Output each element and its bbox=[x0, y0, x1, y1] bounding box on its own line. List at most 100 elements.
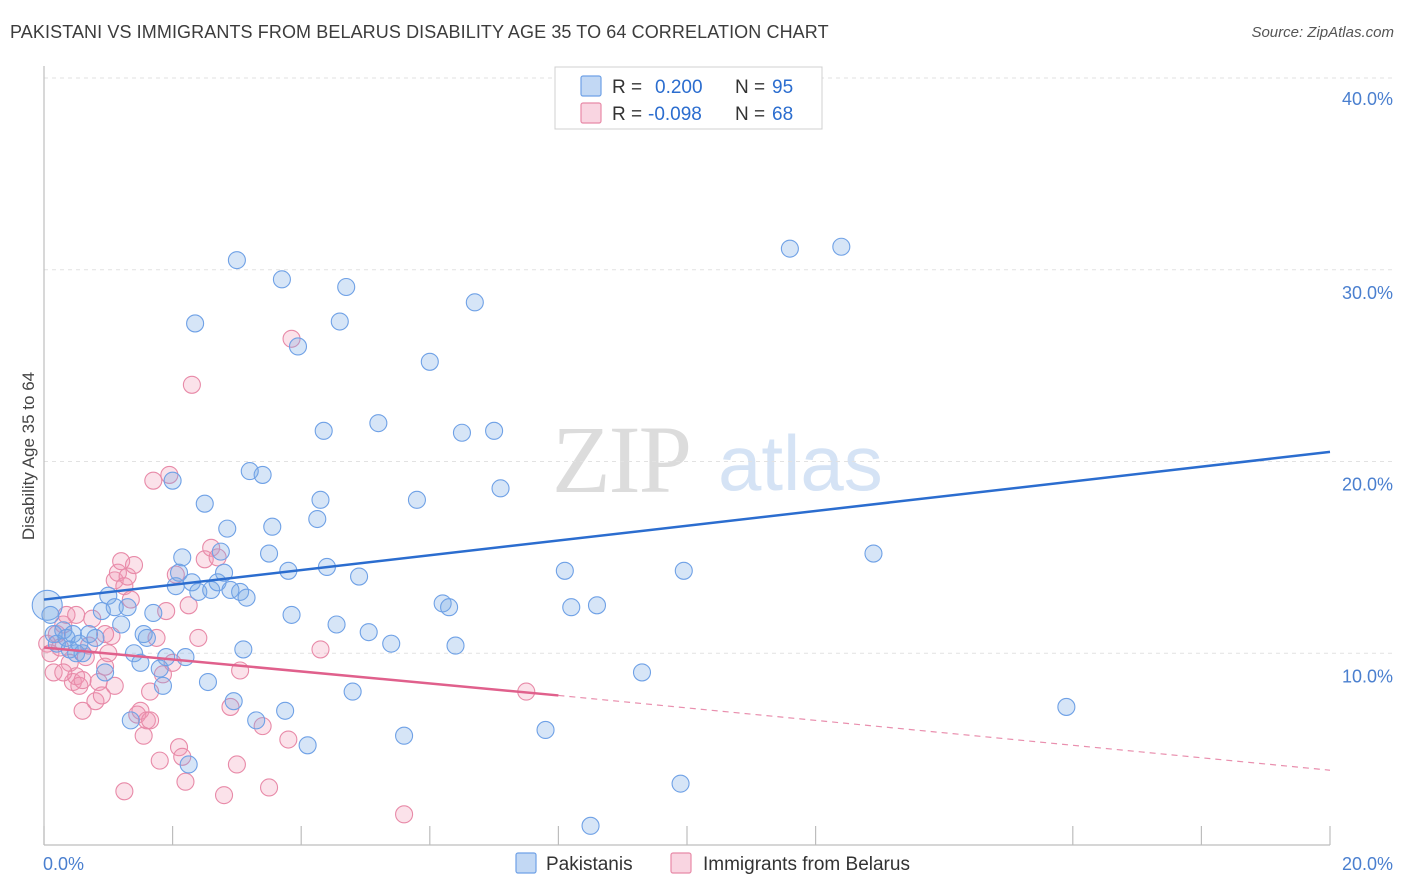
pakistanis-point bbox=[674, 561, 693, 580]
pakistanis-point bbox=[337, 277, 356, 297]
belarus-point bbox=[189, 628, 208, 647]
belarus-trend-line bbox=[43, 646, 559, 697]
pakistanis-point bbox=[224, 692, 243, 711]
pakistanis-point bbox=[153, 676, 173, 695]
pakistanis-point bbox=[308, 509, 327, 529]
y-tick-label: 20.0% bbox=[1342, 475, 1393, 495]
belarus-point bbox=[150, 751, 169, 770]
belarus-point bbox=[208, 548, 227, 567]
chart-title: PAKISTANI VS IMMIGRANTS FROM BELARUS DIS… bbox=[10, 22, 829, 42]
belarus-point bbox=[54, 663, 73, 682]
pakistanis-point bbox=[298, 736, 317, 755]
belarus-point bbox=[118, 567, 137, 586]
watermark-atlas: atlas bbox=[718, 419, 883, 507]
pakistanis-point bbox=[562, 598, 581, 617]
pakistanis-point bbox=[218, 519, 237, 538]
gridlines bbox=[44, 77, 1392, 654]
pakistanis-point bbox=[382, 634, 401, 653]
bottom-legend-swatch-blue bbox=[515, 852, 537, 874]
legend-r-label-1: R = bbox=[612, 77, 642, 98]
pakistanis-point bbox=[112, 615, 131, 634]
legend-r-value-1: 0.200 bbox=[655, 77, 703, 98]
pakistanis-point bbox=[359, 623, 378, 642]
pakistanis-point bbox=[288, 337, 308, 356]
belarus-point bbox=[67, 605, 86, 624]
pakistanis-point bbox=[407, 490, 426, 509]
pakistanis-point bbox=[131, 653, 150, 672]
pakistanis-point bbox=[234, 640, 253, 659]
pakistanis-point bbox=[343, 682, 362, 701]
pakistanis-point bbox=[86, 628, 105, 647]
pakistanis-point bbox=[150, 659, 169, 678]
pakistanis-point bbox=[179, 755, 198, 774]
belarus-point bbox=[282, 329, 301, 348]
bottom-legend-label-pakistanis: Pakistanis bbox=[546, 854, 633, 875]
legend-n-value-2: 68 bbox=[772, 104, 793, 125]
pakistanis-point bbox=[330, 312, 349, 331]
belarus-point bbox=[221, 697, 240, 716]
y-tick-label: 40.0% bbox=[1342, 89, 1393, 109]
pakistanis-point bbox=[276, 701, 295, 720]
legend-n-label-2: N = bbox=[735, 104, 765, 125]
pakistanis-point bbox=[195, 494, 214, 513]
pakistanis-point bbox=[832, 237, 851, 256]
pakistanis-point bbox=[118, 598, 137, 617]
belarus-point bbox=[141, 711, 160, 730]
pakistanis-point bbox=[1057, 697, 1076, 716]
belarus-point bbox=[57, 605, 76, 624]
pakistanis-point bbox=[186, 314, 205, 333]
pakistanis-point bbox=[350, 567, 369, 586]
y-axis-title: Disability Age 35 to 64 bbox=[19, 372, 38, 540]
pakistanis-point bbox=[121, 711, 140, 730]
stats-legend: R = 0.200 N = 95 R = -0.098 N = 68 bbox=[554, 66, 823, 130]
belarus-point bbox=[214, 786, 234, 805]
belarus-point bbox=[176, 772, 195, 791]
belarus-point bbox=[92, 686, 111, 705]
pakistanis-point bbox=[73, 644, 92, 663]
pakistanis-point bbox=[70, 634, 89, 653]
belarus-point bbox=[73, 671, 92, 690]
pakistanis-point bbox=[214, 563, 234, 582]
pakistanis-point bbox=[485, 421, 504, 440]
pakistanis-point bbox=[253, 465, 272, 484]
legend-swatch-blue bbox=[580, 75, 602, 97]
x-tick-label: 0.0% bbox=[43, 854, 84, 874]
pakistanis-point bbox=[198, 672, 218, 692]
series-legend: Pakistanis Immigrants from Belarus bbox=[515, 852, 910, 875]
pakistanis-point bbox=[211, 542, 230, 561]
source-note: Source: ZipAtlas.com bbox=[1251, 24, 1394, 41]
belarus-point bbox=[259, 778, 279, 797]
y-tick-label: 10.0% bbox=[1342, 666, 1393, 686]
pakistanis-point bbox=[671, 774, 690, 793]
belarus-point bbox=[173, 747, 192, 766]
belarus-point bbox=[227, 755, 246, 774]
pakistanis-point bbox=[227, 251, 246, 270]
belarus-point bbox=[54, 615, 73, 634]
pakistanis-point bbox=[555, 561, 574, 580]
legend-n-value-1: 95 bbox=[772, 77, 793, 98]
trend-lines bbox=[43, 450, 1331, 771]
belarus-point bbox=[124, 555, 144, 575]
pakistanis-point bbox=[581, 816, 600, 835]
legend-r-value-2: -0.098 bbox=[648, 104, 702, 125]
belarus-point bbox=[279, 730, 298, 749]
pakistanis-point bbox=[63, 625, 82, 644]
pakistanis-point bbox=[169, 563, 189, 582]
bottom-legend-swatch-pink bbox=[670, 852, 692, 874]
legend-r-label-2: R = bbox=[612, 104, 642, 125]
pakistanis-point bbox=[327, 615, 346, 634]
pakistanis-point bbox=[446, 636, 465, 655]
pakistanis-point bbox=[420, 352, 439, 371]
pakistanis-point bbox=[780, 239, 799, 258]
pakistanis-point bbox=[452, 423, 472, 442]
pakistanis-point bbox=[237, 588, 256, 607]
y-tick-label: 30.0% bbox=[1342, 283, 1393, 303]
pakistanis-point bbox=[632, 663, 652, 682]
belarus-point bbox=[395, 805, 414, 824]
watermark-zip: ZIP bbox=[552, 406, 690, 513]
legend-swatch-pink bbox=[580, 102, 602, 124]
pakistanis-point bbox=[137, 628, 156, 647]
belarus-point bbox=[134, 726, 153, 745]
belarus-point bbox=[96, 625, 115, 644]
belarus-point bbox=[105, 676, 124, 695]
